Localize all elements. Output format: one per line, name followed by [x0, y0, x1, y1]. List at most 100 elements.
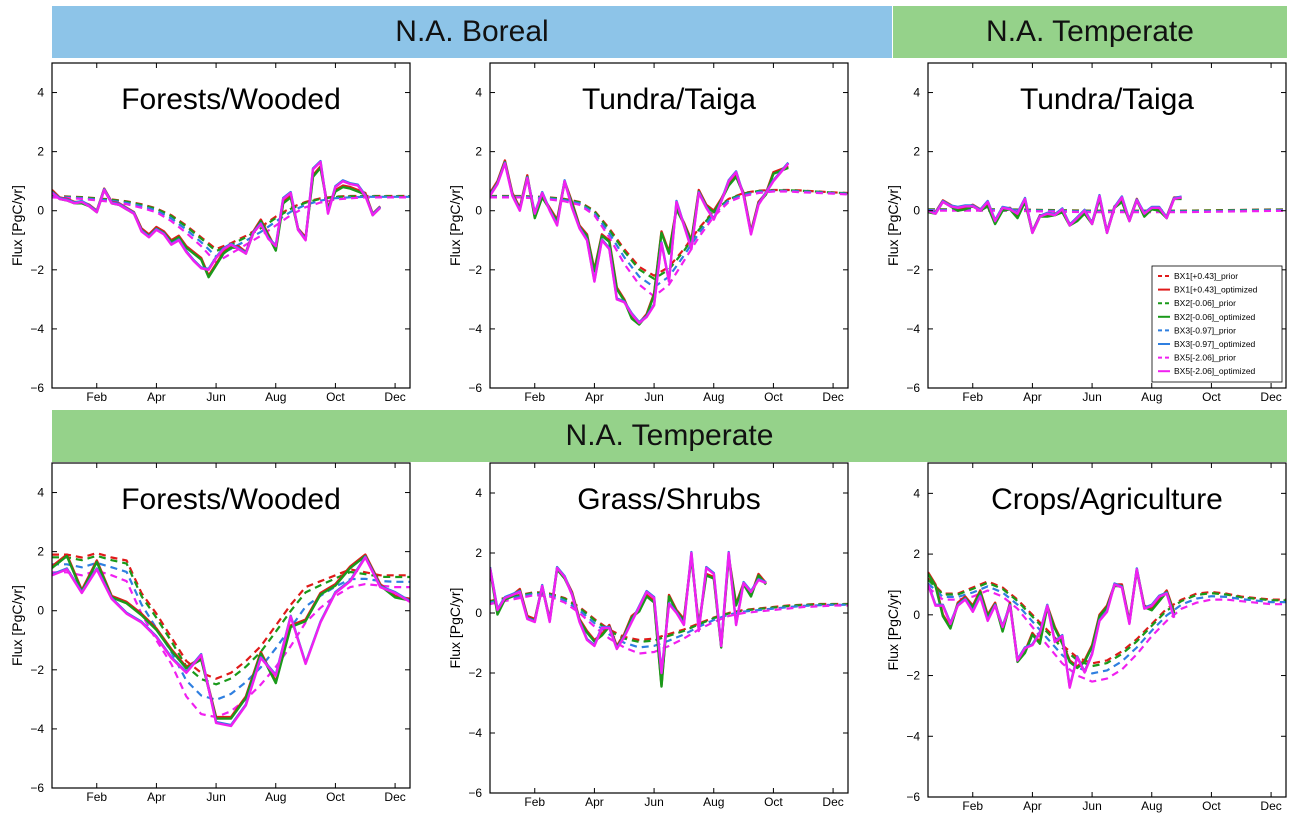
panel-title: Forests/Wooded — [121, 483, 341, 516]
y-tick-label: −2 — [906, 263, 920, 277]
series-line-BX5[-2.06]_optimized — [52, 160, 382, 271]
y-tick-label: −4 — [468, 726, 482, 740]
series-line-BX5[-2.06]_optimized — [928, 194, 1182, 235]
panel-title: Forests/Wooded — [121, 83, 341, 116]
plot-frame — [927, 62, 1287, 389]
y-tick-label: −4 — [906, 729, 920, 743]
y-tick-label: −2 — [468, 263, 482, 277]
plot-frame — [51, 62, 411, 389]
legend-label: BX2[-0.06]_prior — [1174, 298, 1236, 308]
x-tick-label: Apr — [1023, 799, 1042, 813]
series-line-BX1[+0.43]_prior — [52, 194, 410, 251]
y-tick-label: −6 — [468, 381, 482, 395]
x-tick-label: Dec — [384, 790, 405, 804]
chart-panel-2: −6 −4 −2 0 2 4 Feb Apr Jun Aug Oct Dec Flux [PgC/yr]… — [885, 62, 1287, 404]
y-tick-label: −2 — [30, 663, 44, 677]
x-tick-label: Dec — [1260, 799, 1281, 813]
y-axis-label: Flux [PgC/yr] — [885, 590, 901, 671]
y-tick-label: −4 — [30, 722, 44, 736]
y-tick-label: 0 — [37, 604, 44, 618]
x-tick-label: Jun — [1082, 390, 1101, 404]
x-tick-label: Oct — [764, 390, 783, 404]
x-tick-label: Feb — [524, 390, 545, 404]
y-tick-label: −4 — [468, 322, 482, 336]
y-tick-label: 0 — [37, 204, 44, 218]
series-line-BX5[-2.06]_prior — [490, 593, 848, 655]
x-tick-label: Feb — [524, 795, 545, 809]
legend-label: BX3[-0.97]_optimized — [1174, 339, 1256, 349]
legend-label: BX5[-2.06]_optimized — [1174, 366, 1256, 376]
series-line-BX5[-2.06]_prior — [490, 190, 848, 298]
x-tick-label: Feb — [962, 799, 983, 813]
panel-title: Tundra/Taiga — [582, 83, 756, 116]
series-line-BX3[-0.97]_optimized — [52, 159, 382, 271]
series-line-BX2[-0.06]_prior — [52, 554, 410, 686]
y-tick-label: −4 — [906, 322, 920, 336]
y-tick-label: 2 — [37, 145, 44, 159]
region-banner-na-temperate-middle: N.A. Temperate — [52, 410, 1287, 462]
region-banner-na-temperate-top: N.A. Temperate — [893, 6, 1287, 58]
y-tick-label: 4 — [913, 86, 920, 100]
x-tick-label: Oct — [1202, 390, 1221, 404]
chart-panel-0: −6 −4 −2 0 2 4 Feb Apr Jun Aug Oct Dec Flux [PgC/yr]… — [9, 62, 411, 404]
y-tick-label: −6 — [30, 381, 44, 395]
series-line-BX2[-0.06]_prior — [490, 189, 848, 280]
x-tick-label: Apr — [585, 795, 604, 809]
y-axis-label: Flux [PgC/yr] — [9, 185, 25, 266]
x-tick-label: Jun — [1082, 799, 1101, 813]
legend-label: BX1[+0.43]_prior — [1174, 271, 1238, 281]
plot-frame — [489, 462, 849, 794]
y-tick-label: 4 — [913, 486, 920, 500]
panel-title: Grass/Shrubs — [577, 483, 760, 516]
y-tick-label: −6 — [906, 381, 920, 395]
chart-panel-4: −6 −4 −2 0 2 4 Feb Apr Jun Aug Oct Dec Flux [PgC/yr]… — [447, 462, 849, 809]
legend-label: BX1[+0.43]_optimized — [1174, 285, 1258, 295]
y-tick-label: −2 — [906, 669, 920, 683]
y-tick-label: 2 — [913, 145, 920, 159]
series-line-BX3[-0.97]_optimized — [490, 161, 790, 324]
series-line-BX5[-2.06]_optimized — [928, 568, 1176, 689]
x-tick-label: Aug — [1141, 390, 1162, 404]
x-tick-label: Dec — [822, 390, 843, 404]
series-line-BX5[-2.06]_optimized — [52, 556, 410, 728]
x-tick-label: Aug — [265, 390, 286, 404]
y-tick-label: −2 — [468, 666, 482, 680]
y-tick-label: −6 — [468, 786, 482, 800]
plot-frame — [51, 462, 411, 789]
series-line-BX5[-2.06]_prior — [52, 196, 410, 264]
y-tick-label: −4 — [30, 322, 44, 336]
series-line-BX1[+0.43]_prior — [52, 552, 410, 680]
y-tick-label: 4 — [37, 86, 44, 100]
chart-panel-3: −6 −4 −2 0 2 4 Feb Apr Jun Aug Oct Dec Flux [PgC/yr]… — [9, 462, 411, 804]
panel-title: Tundra/Taiga — [1020, 83, 1194, 116]
series-line-BX5[-2.06]_prior — [52, 569, 410, 719]
series-line-BX3[-0.97]_prior — [490, 592, 848, 649]
y-tick-label: 0 — [913, 608, 920, 622]
x-tick-label: Oct — [326, 390, 345, 404]
y-axis-label: Flux [PgC/yr] — [447, 185, 463, 266]
x-tick-label: Feb — [86, 790, 107, 804]
x-tick-label: Apr — [147, 390, 166, 404]
legend-label: BX2[-0.06]_optimized — [1174, 312, 1256, 322]
x-tick-label: Jun — [644, 795, 663, 809]
y-tick-label: −2 — [30, 263, 44, 277]
y-tick-label: 4 — [37, 486, 44, 500]
x-tick-label: Apr — [1023, 390, 1042, 404]
x-tick-label: Aug — [265, 790, 286, 804]
x-tick-label: Oct — [326, 790, 345, 804]
x-tick-label: Dec — [384, 390, 405, 404]
x-tick-label: Aug — [703, 390, 724, 404]
series-line-BX5[-2.06]_prior — [928, 586, 1286, 683]
x-tick-label: Jun — [206, 390, 225, 404]
legend: BX1[+0.43]_prior BX1[+0.43]_optimized BX2[… — [1151, 265, 1283, 383]
legend-label: BX5[-2.06]_prior — [1174, 353, 1236, 363]
series-line-BX2[-0.06]_prior — [928, 578, 1286, 668]
chart-panel-1: −6 −4 −2 0 2 4 Feb Apr Jun Aug Oct Dec Flux [PgC/yr]… — [447, 62, 849, 404]
y-tick-label: 4 — [475, 86, 482, 100]
x-tick-label: Apr — [585, 390, 604, 404]
chart-panel-5: −6 −4 −2 0 2 4 Feb Apr Jun Aug Oct Dec Flux [PgC/yr]… — [885, 462, 1287, 813]
series-line-BX3[-0.97]_prior — [928, 582, 1286, 675]
y-tick-label: 2 — [37, 545, 44, 559]
series-line-BX5[-2.06]_optimized — [490, 551, 767, 675]
